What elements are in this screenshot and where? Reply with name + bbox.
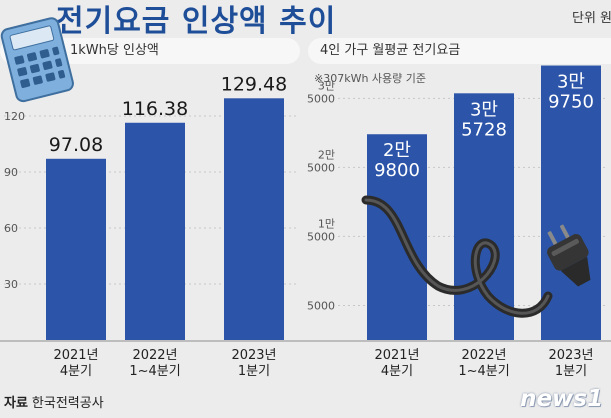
x-tick-left: 1~4분기 [129, 364, 180, 379]
y-tick-right: 5000 [307, 299, 335, 312]
news1-logo: news1 [520, 386, 603, 412]
x-tick-left: 1분기 [238, 364, 270, 379]
y-tick-right: 5000 [307, 230, 335, 243]
bar-right-value-label: 3만 [470, 99, 498, 120]
bar-right-value-label: 9750 [548, 92, 594, 113]
y-tick-left: 30 [4, 278, 18, 291]
x-tick-right: 4분기 [381, 364, 413, 379]
chart-right-header: 4인 가구 월평균 전기요금 [308, 38, 611, 64]
y-tick-left: 90 [4, 166, 18, 179]
source-label: 자료 [4, 396, 28, 411]
x-tick-left: 2021년 [53, 348, 98, 363]
y-tick-right: 1만 [318, 217, 335, 230]
bar-right-value-label: 5728 [461, 119, 507, 140]
x-tick-right: 2022년 [461, 348, 506, 363]
x-tick-right: 1분기 [555, 364, 587, 379]
page-title: 전기요금 인상액 추이 [56, 4, 337, 39]
bar-right-value-label: 9800 [374, 160, 420, 181]
unit-label: 단위 원 [572, 11, 611, 26]
y-tick-left: 120 [4, 110, 25, 123]
x-tick-left: 2023년 [231, 348, 276, 363]
bar-left-1 [125, 122, 185, 341]
bar-right-value-label: 3만 [557, 72, 585, 93]
chart-right-title: 4인 가구 월평균 전기요금 [320, 43, 461, 58]
bar-left-2 [224, 98, 284, 340]
bar-left-value-label: 116.38 [122, 98, 188, 120]
bar-right-0 [367, 134, 427, 340]
x-tick-left: 2022년 [132, 348, 177, 363]
y-tick-right: 2만 [318, 148, 335, 161]
bar-right-value-label: 2만 [383, 140, 411, 161]
calculator-icon [0, 17, 74, 103]
power-plug-icon [361, 195, 591, 318]
chart-right-note: ※307kWh 사용량 기준 [314, 72, 427, 85]
bar-left-0 [46, 158, 106, 340]
x-tick-right: 2023년 [548, 348, 593, 363]
y-tick-left: 60 [4, 222, 18, 235]
source-value: 한국전력공사 [31, 396, 104, 411]
source-line: 자료 한국전력공사 [4, 392, 104, 411]
x-tick-left: 4분기 [60, 364, 92, 379]
y-tick-right: 5000 [307, 92, 335, 105]
y-tick-right: 3만 [318, 79, 335, 92]
bar-left-value-label: 129.48 [221, 73, 287, 95]
bar-right-1 [454, 93, 514, 340]
y-tick-right: 5000 [307, 161, 335, 174]
x-axis-line [0, 340, 611, 342]
x-tick-right: 1~4분기 [458, 364, 509, 379]
chart-left-title: 1kWh당 인상액 [70, 43, 159, 58]
bar-left-value-label: 97.08 [49, 134, 103, 156]
x-tick-right: 2021년 [374, 348, 419, 363]
